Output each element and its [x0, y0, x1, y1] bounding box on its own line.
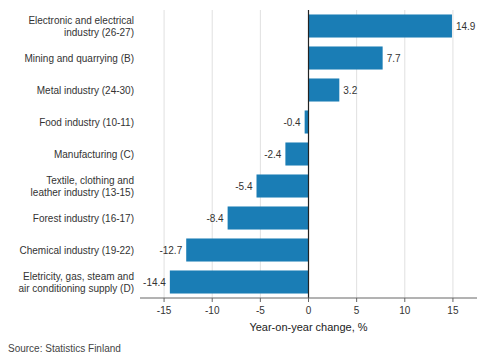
tick-mark [212, 298, 213, 302]
data-label: -8.4 [206, 213, 224, 224]
grid [164, 10, 453, 298]
category-label: Eletricity, gas, steam andair conditioni… [18, 271, 134, 294]
category-label: Food industry (10-11) [39, 117, 134, 128]
tick-label: 15 [447, 305, 459, 316]
bar: Eletricity, gas, steam and air condition… [170, 270, 309, 293]
x-axis: -15 -10 -5 0 5 10 15 [140, 298, 477, 316]
tick-label: -10 [205, 305, 220, 316]
category-label: Mining and quarrying (B) [25, 53, 135, 64]
tick-mark [164, 298, 165, 302]
tick-mark [356, 298, 357, 302]
tick-mark [404, 298, 405, 302]
grid-line [452, 10, 453, 298]
tick-label: -15 [157, 305, 172, 316]
category-label: Textile, clothing andleather industry (1… [31, 175, 134, 198]
bar: Electronic and electrical industry (26-2… [309, 14, 452, 37]
data-labels: -14.4 -12.7 -8.4 -5.4 -2.4 -0.4 3.2 7.7 14.9 [143, 21, 476, 288]
bar: Forest industry (16-17): -8.4 [228, 206, 309, 229]
tick-mark [452, 298, 453, 302]
bars: Eletricity, gas, steam and air condition… [170, 14, 452, 293]
zero-line [308, 10, 309, 298]
tick-label: -5 [256, 305, 265, 316]
y-axis: Eletricity, gas, steam andair conditioni… [18, 15, 134, 294]
tick-label: 5 [354, 305, 360, 316]
chart-container: Eletricity, gas, steam and air condition… [0, 0, 493, 360]
x-axis-title: Year-on-year change, % [249, 321, 367, 333]
tick-mark [260, 298, 261, 302]
tick-label: 10 [399, 305, 411, 316]
category-label: Manufacturing (C) [54, 149, 134, 160]
data-label: -0.4 [283, 117, 301, 128]
data-label: 14.9 [456, 21, 476, 32]
bar: Manufacturing (C): -2.4 [285, 142, 308, 165]
bar: Chemical industry (19-22): -12.7 [186, 238, 308, 261]
bar: Textile, clothing and leather industry (… [257, 174, 309, 197]
data-label: -5.4 [235, 181, 253, 192]
tick-mark [308, 298, 309, 302]
category-label: Forest industry (16-17) [33, 213, 134, 224]
data-label: 3.2 [343, 85, 357, 96]
tick-label: 0 [306, 305, 312, 316]
data-label: 7.7 [387, 53, 401, 64]
chart: Eletricity, gas, steam and air condition… [0, 0, 493, 360]
data-label: -2.4 [264, 149, 282, 160]
source-note: Source: Statistics Finland [8, 343, 121, 354]
category-label: Chemical industry (19-22) [20, 245, 135, 256]
grid-line [404, 10, 405, 298]
bar: Mining and quarrying (B): 7.7 [309, 46, 383, 69]
bar: Metal industry (24-30): 3.2 [309, 78, 340, 101]
data-label: -14.4 [143, 277, 166, 288]
category-label: Electronic and electricalindustry (26-27… [28, 15, 134, 38]
category-label: Metal industry (24-30) [37, 85, 134, 96]
data-label: -12.7 [159, 245, 182, 256]
grid-line [308, 10, 309, 298]
